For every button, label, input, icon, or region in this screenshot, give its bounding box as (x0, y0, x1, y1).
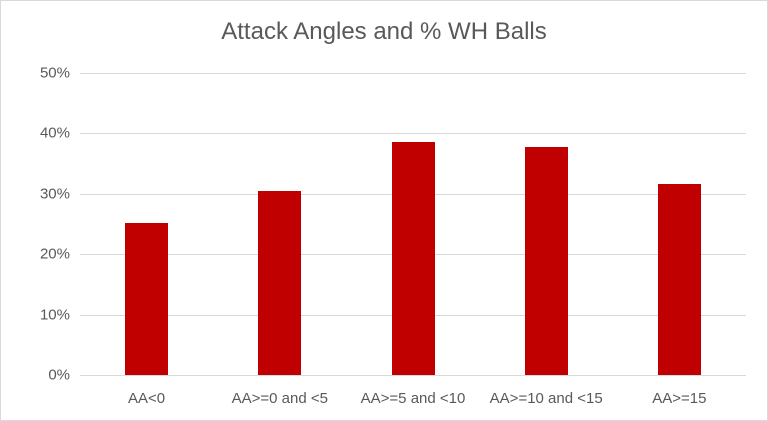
x-tick-label: AA>=10 and <15 (489, 390, 603, 407)
bar-aa-5-to-10 (391, 141, 435, 375)
x-tick-label: AA>=0 and <5 (231, 390, 328, 407)
bar-aa-10-to-15 (524, 147, 568, 375)
x-tick-label: AA>=15 (652, 390, 707, 407)
plot-area (80, 73, 746, 376)
y-tick-label: 10% (39, 306, 70, 324)
y-tick-label: 0% (48, 366, 70, 384)
bar-aa-lt-0 (125, 222, 169, 375)
gridline (80, 73, 746, 74)
chart-title: Attack Angles and % WH Balls (221, 18, 547, 45)
y-tick-label: 30% (39, 185, 70, 203)
gridline (80, 133, 746, 135)
y-tick-label: 40% (39, 124, 70, 142)
y-tick-label: 20% (39, 245, 70, 263)
x-axis-line (80, 375, 746, 376)
x-tick-label: AA<0 (128, 390, 166, 407)
y-tick-label: 50% (39, 64, 70, 82)
bar-aa-0-to-5 (258, 190, 302, 375)
x-tick-label: AA>=5 and <10 (360, 390, 466, 407)
bar-aa-gte-15 (657, 184, 701, 375)
